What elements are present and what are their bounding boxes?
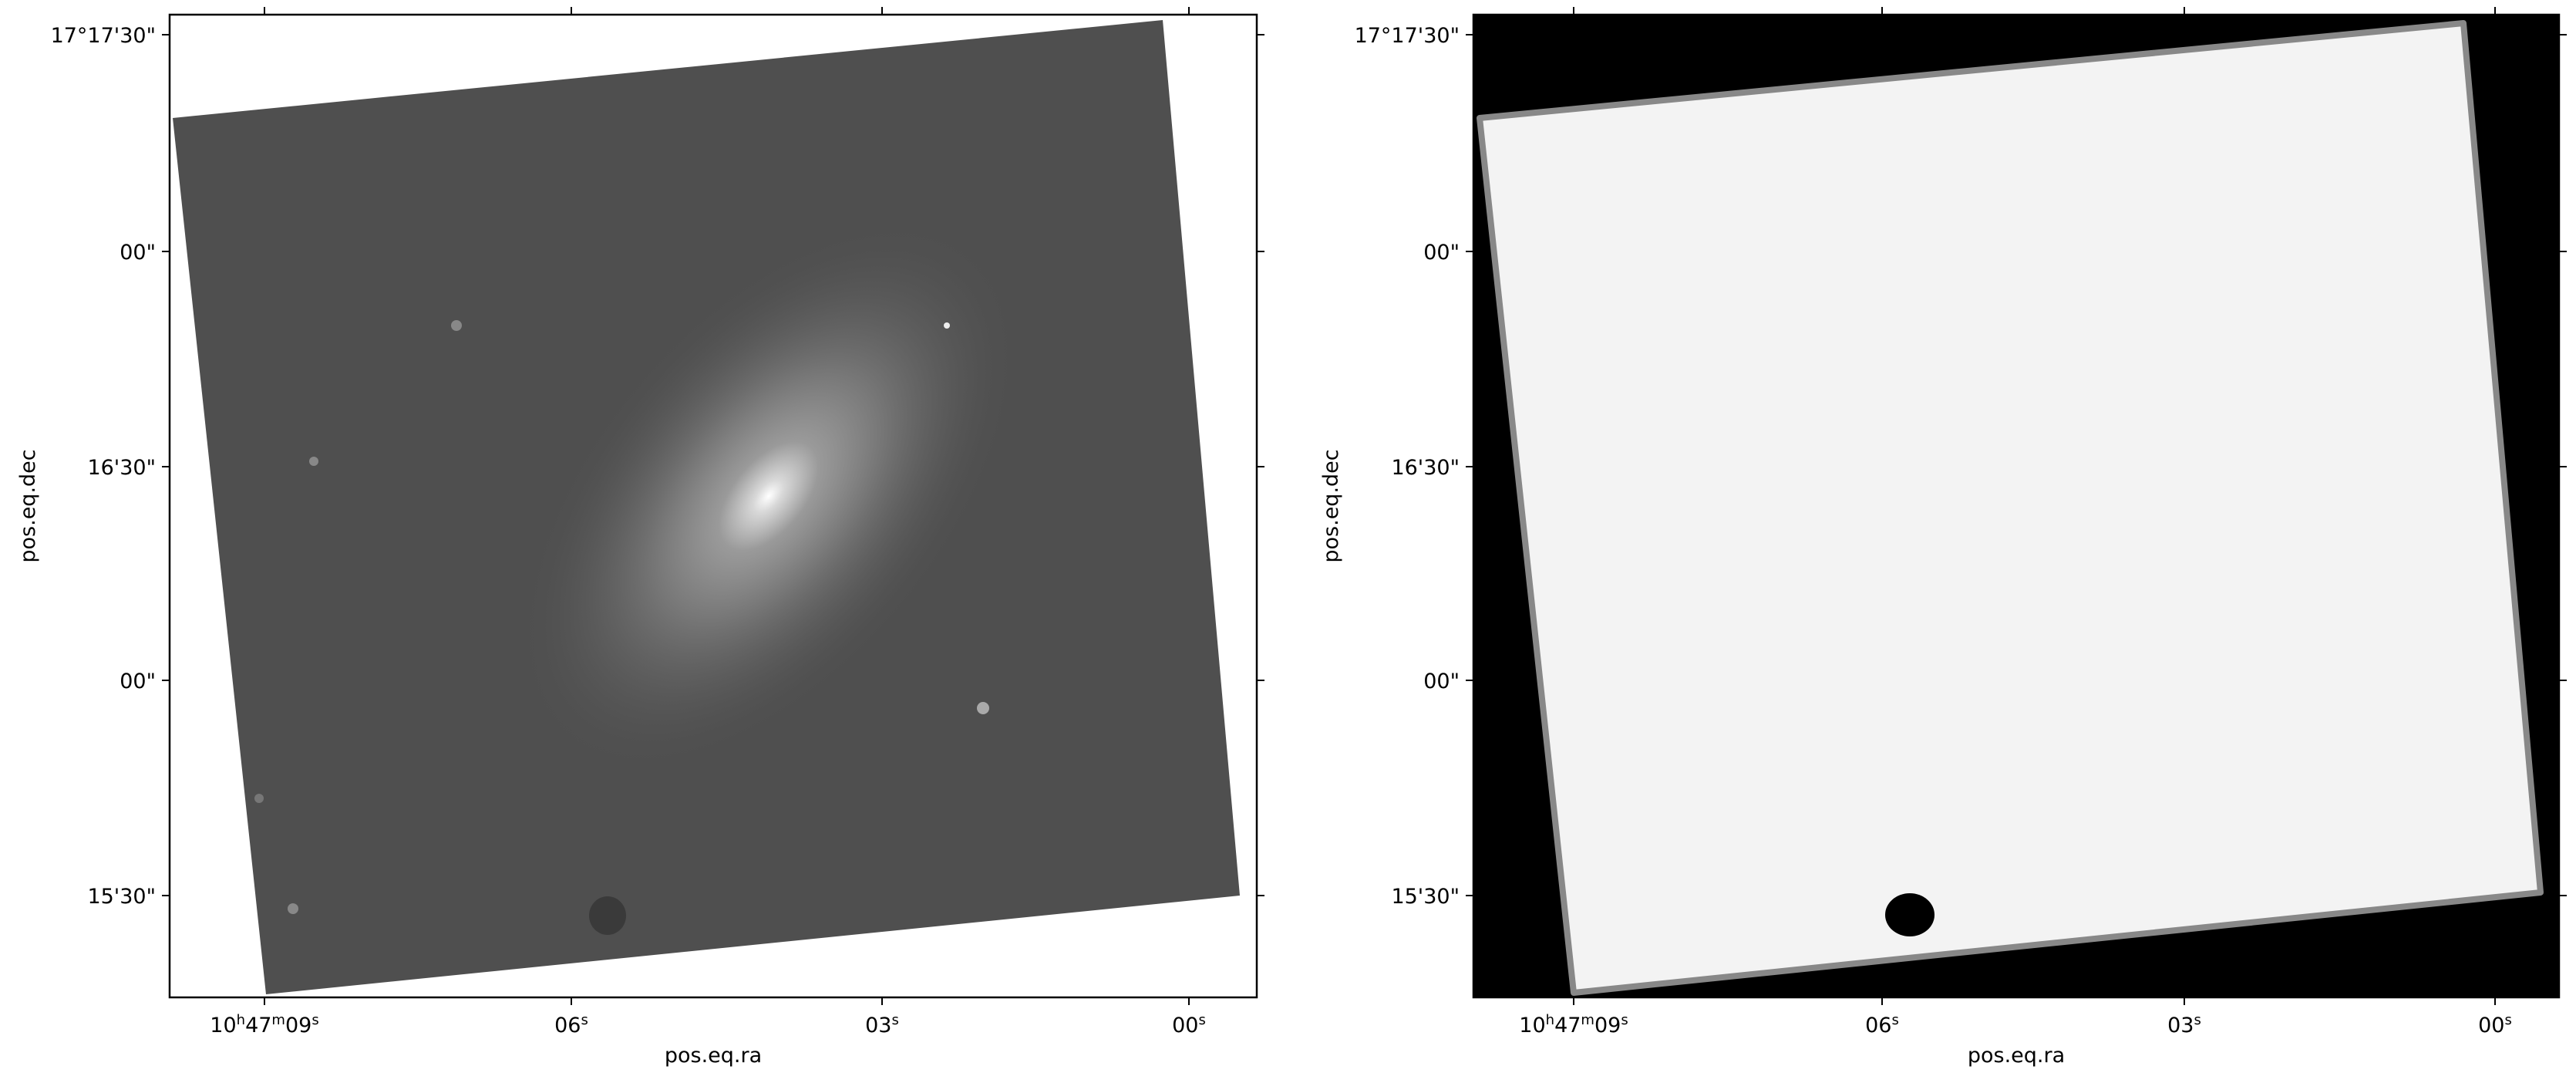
weight-map — [1477, 20, 2544, 996]
y-axis-label: pos.eq.dec — [16, 449, 40, 562]
y-tick-label: 00" — [1423, 670, 1460, 693]
x-tick-label: 00s — [2478, 1012, 2512, 1037]
galaxy-image — [173, 20, 1240, 994]
y-tick-label: 15'30" — [1391, 885, 1460, 909]
y-axis-label: pos.eq.dec — [1319, 449, 1343, 562]
x-tick-label: 00s — [1172, 1012, 1206, 1037]
x-axis-label: pos.eq.ra — [1968, 1044, 2065, 1068]
x-tick-label: 03s — [2167, 1012, 2201, 1037]
left-panel: 10h​47m​09s​ 06s 03s 00s 17°17'30" 00" 16'30" 0… — [16, 7, 1264, 1068]
y-tick-label: 00" — [1423, 241, 1460, 265]
masked-hole — [1885, 893, 1935, 936]
y-tick-label: 16'30" — [1391, 456, 1460, 480]
right-panel: 10h​47m​09s​ 06s 03s 00s 17°17'30" 00" 16'30" 0… — [1319, 7, 2567, 1068]
x-tick-label: 03s — [865, 1012, 899, 1037]
y-tick-label: 17°17'30" — [1355, 24, 1460, 48]
x-tick-label: 06s — [554, 1012, 588, 1037]
y-tick-label: 17°17'30" — [51, 24, 156, 48]
x-tick-label: 06s — [1865, 1012, 1899, 1037]
x-tick-label: 10h​47m​09s​ — [1519, 1012, 1628, 1037]
y-tick-label: 15'30" — [87, 885, 156, 909]
y-tick-label: 16'30" — [87, 456, 156, 480]
x-axis-label: pos.eq.ra — [665, 1044, 762, 1068]
x-tick-label: 10h​47m​09s​ — [210, 1012, 318, 1037]
y-tick-label: 00" — [120, 241, 156, 265]
y-tick-label: 00" — [120, 670, 156, 693]
